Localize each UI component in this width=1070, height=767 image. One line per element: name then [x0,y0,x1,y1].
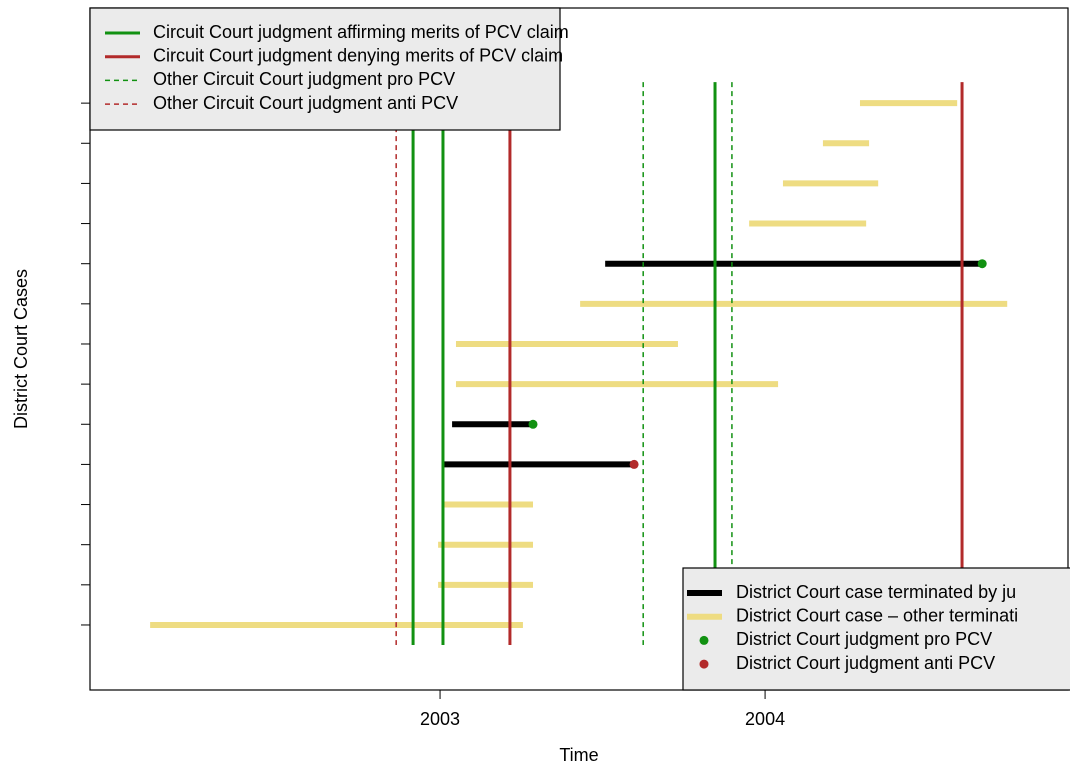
legend-label: Other Circuit Court judgment pro PCV [153,69,455,89]
legend-label: Circuit Court judgment affirming merits … [153,22,569,42]
judgment-point [629,459,639,469]
legend-label: District Court judgment anti PCV [736,653,995,673]
legend-label: District Court judgment pro PCV [736,629,992,649]
legend-label: District Court case – other terminati [736,605,1018,625]
x-tick-label: 2003 [420,709,460,729]
x-axis-label: Time [559,745,598,765]
x-tick-label: 2004 [745,709,785,729]
legend-label: Circuit Court judgment denying merits of… [153,45,563,65]
legend-label: District Court case terminated by ju [736,582,1016,602]
legend-swatch [699,635,709,645]
legend-label: Other Circuit Court judgment anti PCV [153,93,458,113]
legend-box [682,567,1070,691]
judgment-point [977,259,987,269]
plot-frame [89,7,1069,691]
y-axis-label: District Court Cases [11,269,31,429]
legend-swatch [699,659,709,669]
legend-box [89,7,561,131]
judgment-point [528,419,538,429]
